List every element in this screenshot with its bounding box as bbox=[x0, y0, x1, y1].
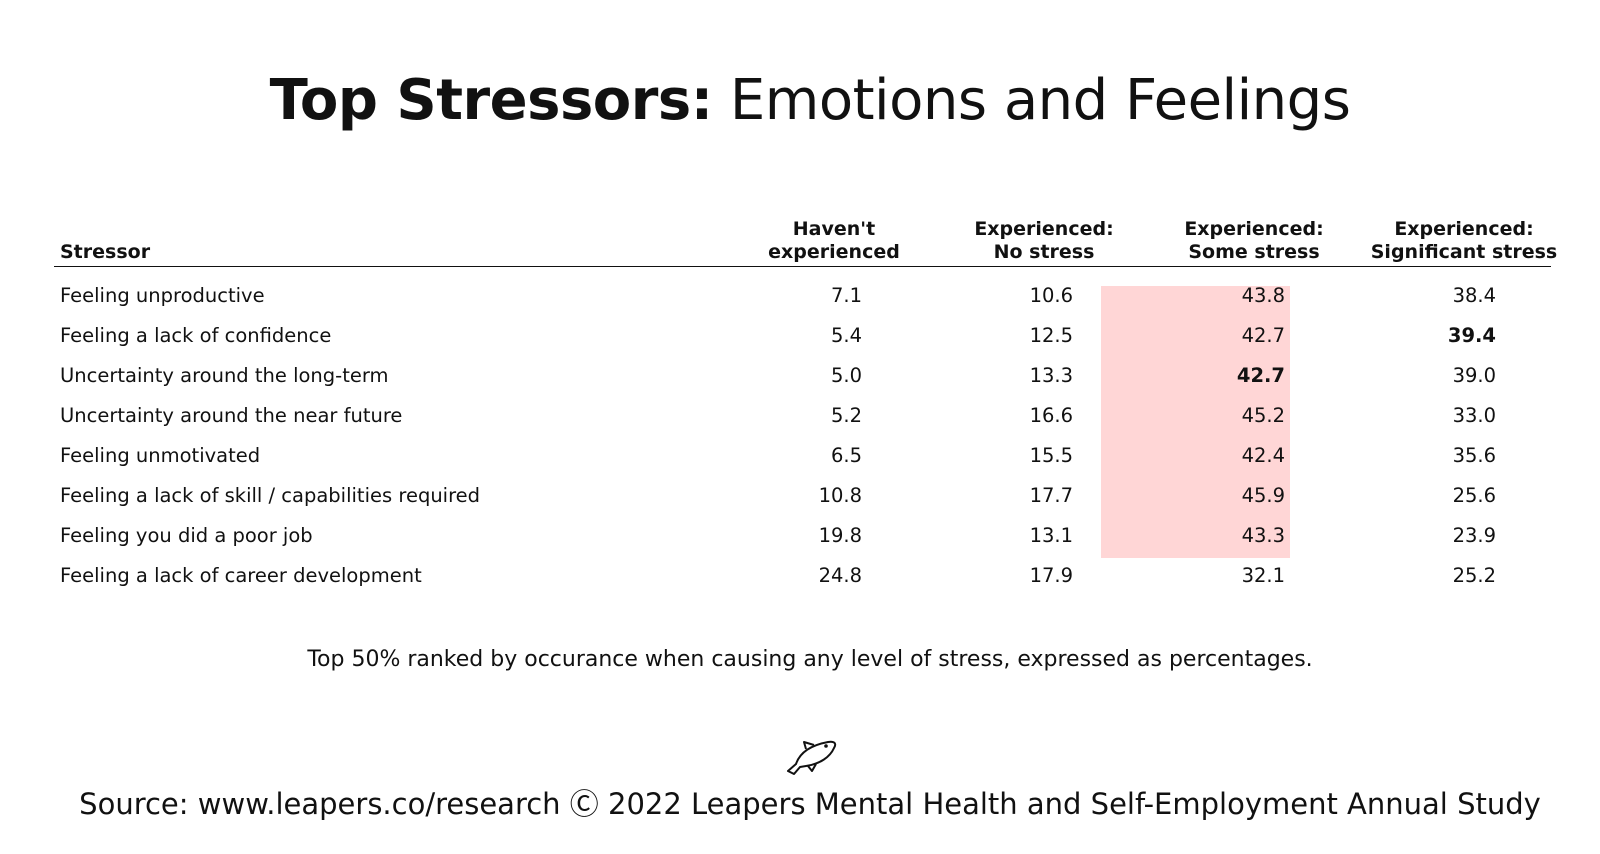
header-line: Experienced: bbox=[1394, 218, 1534, 240]
table-row: Feeling a lack of career development 24.8… bbox=[54, 556, 1551, 596]
cell-value: 43.8 bbox=[1241, 284, 1285, 307]
cell-value: 32.1 bbox=[1241, 564, 1285, 587]
row-label: Feeling unproductive bbox=[60, 284, 265, 307]
header-no-stress: Experienced: No stress bbox=[934, 218, 1154, 264]
row-label: Feeling a lack of career development bbox=[60, 564, 422, 587]
header-line: Some stress bbox=[1188, 241, 1320, 263]
cell-value: 13.1 bbox=[1029, 524, 1073, 547]
cell-value: 6.5 bbox=[830, 444, 862, 467]
cell-value: 7.1 bbox=[830, 284, 862, 307]
fish-icon bbox=[787, 740, 837, 775]
cell-value: 33.0 bbox=[1452, 404, 1496, 427]
header-some-stress: Experienced: Some stress bbox=[1144, 218, 1364, 264]
source-credit: Source: www.leapers.co/research Ⓒ 2022 L… bbox=[79, 787, 1541, 821]
header-line: Experienced: bbox=[974, 218, 1114, 240]
row-label: Feeling a lack of skill / capabilities r… bbox=[60, 484, 481, 507]
cell-value: 38.4 bbox=[1452, 284, 1496, 307]
cell-value: 23.9 bbox=[1452, 524, 1496, 547]
header-havent-experienced: Haven't experienced bbox=[724, 218, 944, 264]
cell-value: 10.8 bbox=[818, 484, 862, 507]
header-significant-stress: Experienced: Significant stress bbox=[1354, 218, 1574, 264]
some-stress-highlight bbox=[1101, 286, 1290, 558]
row-label: Uncertainty around the long-term bbox=[60, 364, 389, 387]
cell-value: 12.5 bbox=[1029, 324, 1073, 347]
cell-value: 25.2 bbox=[1452, 564, 1496, 587]
header-line: Haven't bbox=[792, 218, 876, 240]
header-stressor: Stressor bbox=[60, 241, 151, 263]
table-row: Feeling unproductive 7.1 10.6 43.8 38.4 bbox=[54, 276, 1551, 316]
cell-value: 24.8 bbox=[818, 564, 862, 587]
row-label: Feeling you did a poor job bbox=[60, 524, 313, 547]
stressor-table: Stressor Haven't experienced Experienced… bbox=[54, 210, 1557, 587]
cell-value: 5.4 bbox=[830, 324, 862, 347]
table-row: Uncertainty around the near future 5.2 16.… bbox=[54, 396, 1551, 436]
title-rest: Emotions and Feelings bbox=[712, 68, 1351, 133]
header-line: experienced bbox=[768, 241, 900, 263]
cell-value: 43.3 bbox=[1241, 524, 1285, 547]
cell-value: 19.8 bbox=[818, 524, 862, 547]
cell-value: 25.6 bbox=[1452, 484, 1496, 507]
cell-value: 17.7 bbox=[1029, 484, 1073, 507]
table-row: Uncertainty around the long-term 5.0 13.3 4… bbox=[54, 356, 1551, 396]
cell-value: 35.6 bbox=[1452, 444, 1496, 467]
page-title: Top Stressors: Emotions and Feelings bbox=[0, 66, 1600, 136]
row-label: Feeling a lack of confidence bbox=[60, 324, 332, 347]
table-header: Stressor Haven't experienced Experienced… bbox=[54, 210, 1557, 267]
cell-value: 39.0 bbox=[1452, 364, 1496, 387]
table-row: Feeling a lack of confidence 5.4 12.5 42.7 3… bbox=[54, 316, 1551, 356]
cell-value: 42.4 bbox=[1241, 444, 1285, 467]
table-row: Feeling you did a poor job 19.8 13.1 43.3 23… bbox=[54, 516, 1551, 556]
cell-value: 45.9 bbox=[1241, 484, 1285, 507]
table-row: Feeling unmotivated 6.5 15.5 42.4 35.6 bbox=[54, 436, 1551, 476]
header-line: Significant stress bbox=[1370, 241, 1558, 263]
cell-value: 39.4 bbox=[1447, 324, 1496, 347]
footnote: Top 50% ranked by occurance when causing… bbox=[307, 647, 1313, 672]
cell-value: 17.9 bbox=[1029, 564, 1073, 587]
table-body: Feeling unproductive 7.1 10.6 43.8 38.4 Feeli… bbox=[54, 276, 1551, 596]
cell-value: 16.6 bbox=[1029, 404, 1073, 427]
cell-value: 13.3 bbox=[1029, 364, 1073, 387]
cell-value: 5.0 bbox=[830, 364, 862, 387]
row-label: Feeling unmotivated bbox=[60, 444, 261, 467]
cell-value: 5.2 bbox=[830, 404, 862, 427]
cell-value: 15.5 bbox=[1029, 444, 1073, 467]
table-row: Feeling a lack of skill / capabilities r… bbox=[54, 476, 1551, 516]
header-line: No stress bbox=[993, 241, 1095, 263]
cell-value: 10.6 bbox=[1029, 284, 1073, 307]
row-label: Uncertainty around the near future bbox=[60, 404, 403, 427]
cell-value: 42.7 bbox=[1236, 364, 1285, 387]
cell-value: 45.2 bbox=[1241, 404, 1285, 427]
header-line: Experienced: bbox=[1184, 218, 1324, 240]
title-bold: Top Stressors: bbox=[269, 68, 714, 133]
cell-value: 42.7 bbox=[1241, 324, 1285, 347]
